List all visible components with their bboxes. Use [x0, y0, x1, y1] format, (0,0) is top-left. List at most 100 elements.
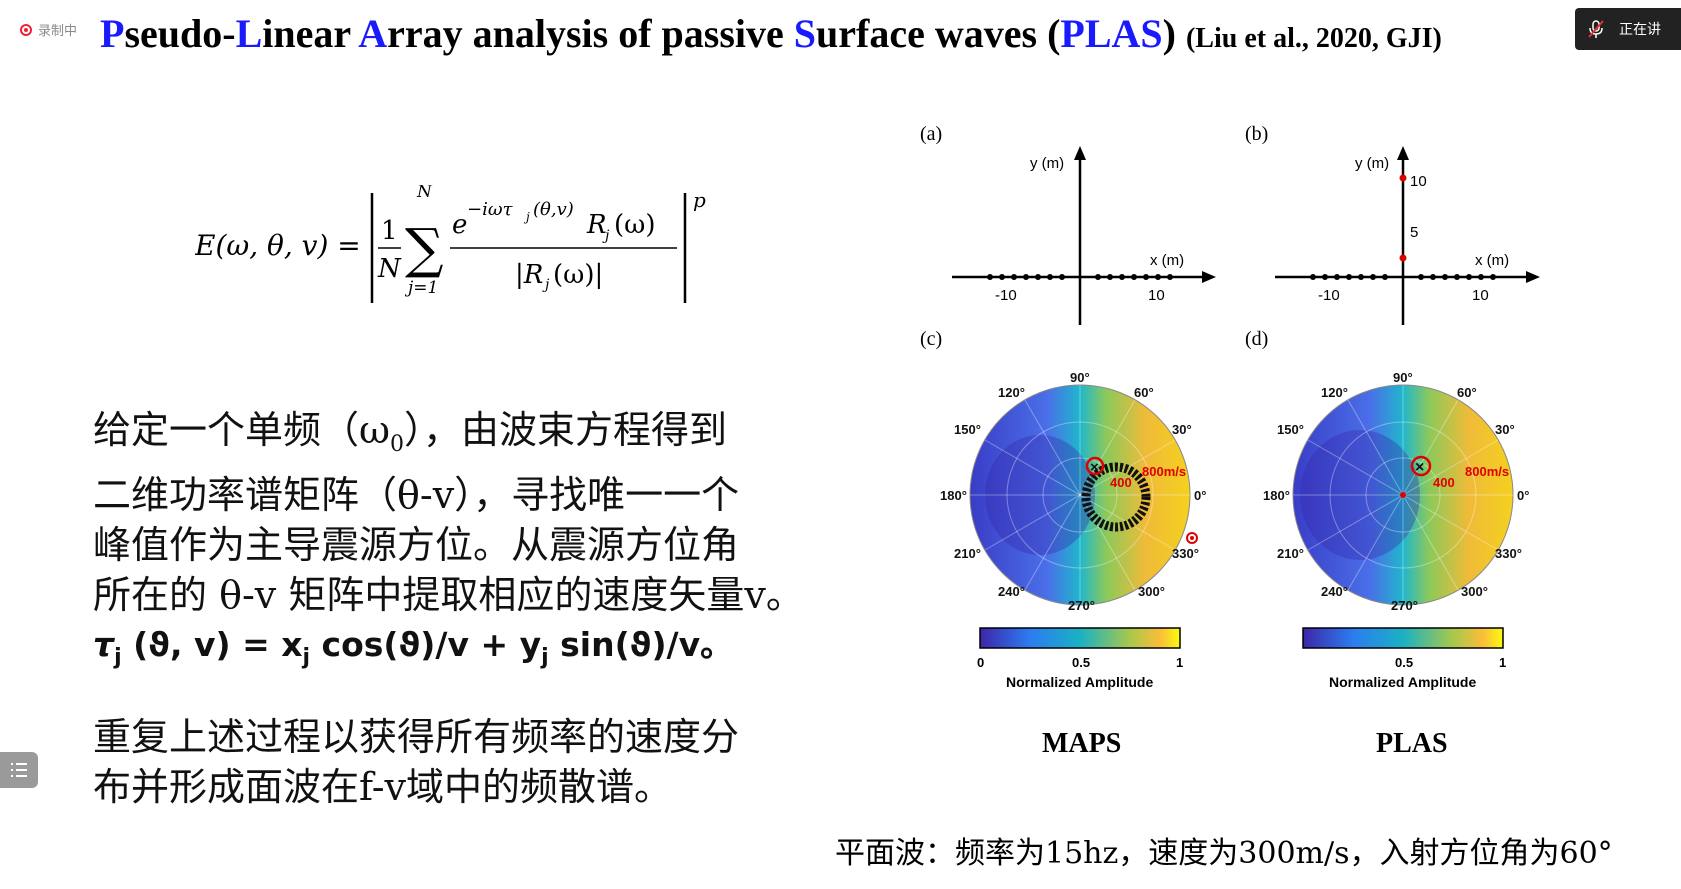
list-icon — [11, 763, 27, 777]
text-span: cos(ϑ)/v + y — [310, 625, 542, 664]
angle-label: 210° — [954, 546, 981, 561]
text-span: ），由波束方程得到 — [404, 408, 728, 452]
title-part: seudo- — [124, 11, 236, 56]
angle-label: 330° — [1495, 546, 1522, 561]
colorbar-title: Normalized Amplitude — [1006, 674, 1153, 690]
ambiguity-ring — [1081, 462, 1151, 532]
summary-paragraph: 重复上述过程以获得所有频率的速度分 布并形成面波在f-v域中的频散谱。 — [93, 712, 739, 812]
title-part: urface waves ( — [816, 11, 1061, 56]
panel-a: (a) y (m) x (m) -10 10 — [920, 123, 1216, 325]
y-axis-label: y (m) — [1030, 155, 1064, 172]
eq-den-sub: j — [542, 277, 550, 293]
angle-label: 300° — [1461, 584, 1488, 599]
angle-label: 180° — [940, 488, 967, 503]
title-citation: (Liu et al., 2020, GJI) — [1185, 23, 1442, 54]
sum-bottom: j=1 — [404, 278, 438, 298]
paragraph-line: 布并形成面波在f-v域中的频散谱。 — [93, 765, 673, 809]
title-letter-p: P — [100, 11, 125, 56]
angle-label: 210° — [1277, 546, 1304, 561]
colorbar — [979, 627, 1181, 649]
subscript: 0 — [390, 432, 404, 457]
subscript: j — [541, 645, 549, 670]
colorbar-tick: 0.5 — [1395, 655, 1413, 670]
angle-label: 90° — [1393, 370, 1413, 385]
source-cross-icon: × — [1090, 459, 1099, 476]
recording-label: 录制中 — [38, 24, 78, 39]
subscript: j — [114, 645, 122, 670]
angle-label: 60° — [1134, 385, 1154, 400]
panel-a-label: (a) — [920, 123, 942, 145]
colorbar-tick: 1 — [1176, 655, 1183, 670]
text-span: 给定一个单频（ω — [93, 408, 390, 452]
angle-labels: 90° 60° 30° 0° 330° 300° 270° 240° 210° … — [940, 370, 1206, 613]
eq-r: R — [586, 210, 607, 240]
tick-label: -10 — [995, 287, 1017, 304]
colorbar-title: Normalized Amplitude — [1329, 674, 1476, 690]
tick-label: 5 — [1410, 224, 1418, 241]
comparison-figure: (a) y (m) x (m) -10 10 (b) y (m) x (m) -… — [920, 123, 1540, 759]
equation-n: N — [377, 254, 402, 284]
eq-numerator-e: e — [452, 210, 467, 240]
x-axis-label: x (m) — [1150, 252, 1184, 269]
eq-r-sub: j — [602, 228, 610, 244]
equation-lhs: E(ω, θ, v) = — [195, 229, 361, 262]
paragraph-line: 二维功率谱矩阵（θ-v），寻找唯一一个 — [93, 473, 740, 517]
panel-b: (b) y (m) x (m) -10 10 10 5 — [1245, 123, 1540, 325]
text-span: 。 — [700, 625, 734, 664]
source-marker — [1085, 456, 1105, 476]
title-part: rray analysis of passive — [387, 11, 794, 56]
method-name: MAPS — [1042, 728, 1121, 759]
figure-caption: 平面波：频率为15hz，速度为300m/s，入射方位角为60° — [835, 836, 1613, 871]
method-name: PLAS — [1376, 728, 1448, 759]
angle-labels: 90° 60° 30° 0° 330° 300° 270° 240° 210° … — [1263, 370, 1529, 613]
tick-label: 10 — [1472, 287, 1489, 304]
inner-speed-label: 400 — [1110, 475, 1132, 490]
text-span: τ — [93, 625, 115, 664]
description-paragraph: 给定一个单频（ω0），由波束方程得到 二维功率谱矩阵（θ-v），寻找唯一一个 峰… — [93, 405, 804, 683]
paragraph-line: 所在的 θ-v 矩阵中提取相应的速度矢量v。 — [93, 573, 804, 617]
mic-muted-icon — [1588, 20, 1604, 38]
red-sensor — [1399, 254, 1407, 262]
equation-one: 1 — [381, 216, 398, 246]
colorbar — [1302, 627, 1504, 649]
polar-plot — [969, 384, 1191, 606]
subscript: j — [302, 645, 311, 670]
angle-label: 330° — [1172, 546, 1199, 561]
speed-label: 800m/s — [1465, 464, 1509, 479]
angle-label: 60° — [1457, 385, 1477, 400]
angle-label: 120° — [998, 385, 1025, 400]
record-icon — [20, 23, 32, 36]
angle-label: 240° — [1321, 584, 1348, 599]
tick-label: 10 — [1148, 287, 1165, 304]
slide-title: Pseudo-Linear Array analysis of passive … — [100, 10, 1442, 57]
title-part: inear — [262, 11, 359, 56]
source-cross-icon: × — [1415, 459, 1424, 476]
panel-b-label: (b) — [1245, 123, 1268, 145]
panel-c: (c) × 800m/s 400 90° 60° 30° 0° 330° 300… — [920, 328, 1206, 759]
equation-power: p — [693, 188, 706, 212]
panel-d-label: (d) — [1245, 328, 1268, 350]
eq-den-arg: (ω)| — [553, 260, 603, 290]
angle-label: 180° — [1263, 488, 1290, 503]
title-letter-s: S — [793, 11, 817, 56]
angle-label: 0° — [1194, 488, 1206, 503]
angle-label: 90° — [1070, 370, 1090, 385]
presenter-badge[interactable]: 正在讲 — [1575, 8, 1681, 50]
eq-exponent: −iωτ — [467, 199, 514, 220]
side-list-tab[interactable] — [0, 752, 38, 788]
sensor-dots — [1310, 274, 1496, 280]
colorbar-tick: 1 — [1499, 655, 1506, 670]
tick-label: -10 — [1318, 287, 1340, 304]
x-axis-label: x (m) — [1475, 252, 1509, 269]
title-acronym: PLAS — [1060, 11, 1163, 56]
angle-label: 270° — [1391, 598, 1418, 613]
inner-speed-label: 400 — [1433, 475, 1455, 490]
title-part: ) — [1162, 11, 1186, 56]
sum-symbol: ∑ — [405, 217, 444, 280]
speed-label: 800m/s — [1142, 464, 1186, 479]
panel-c-label: (c) — [920, 328, 942, 350]
eq-exponent-sub: j — [523, 210, 530, 224]
sensor-dots — [987, 274, 1173, 280]
eq-denominator: |R — [515, 260, 543, 290]
tau-formula: τj (ϑ, v) = xj cos(ϑ)/v + yj sin(ϑ)/v。 — [93, 620, 804, 683]
